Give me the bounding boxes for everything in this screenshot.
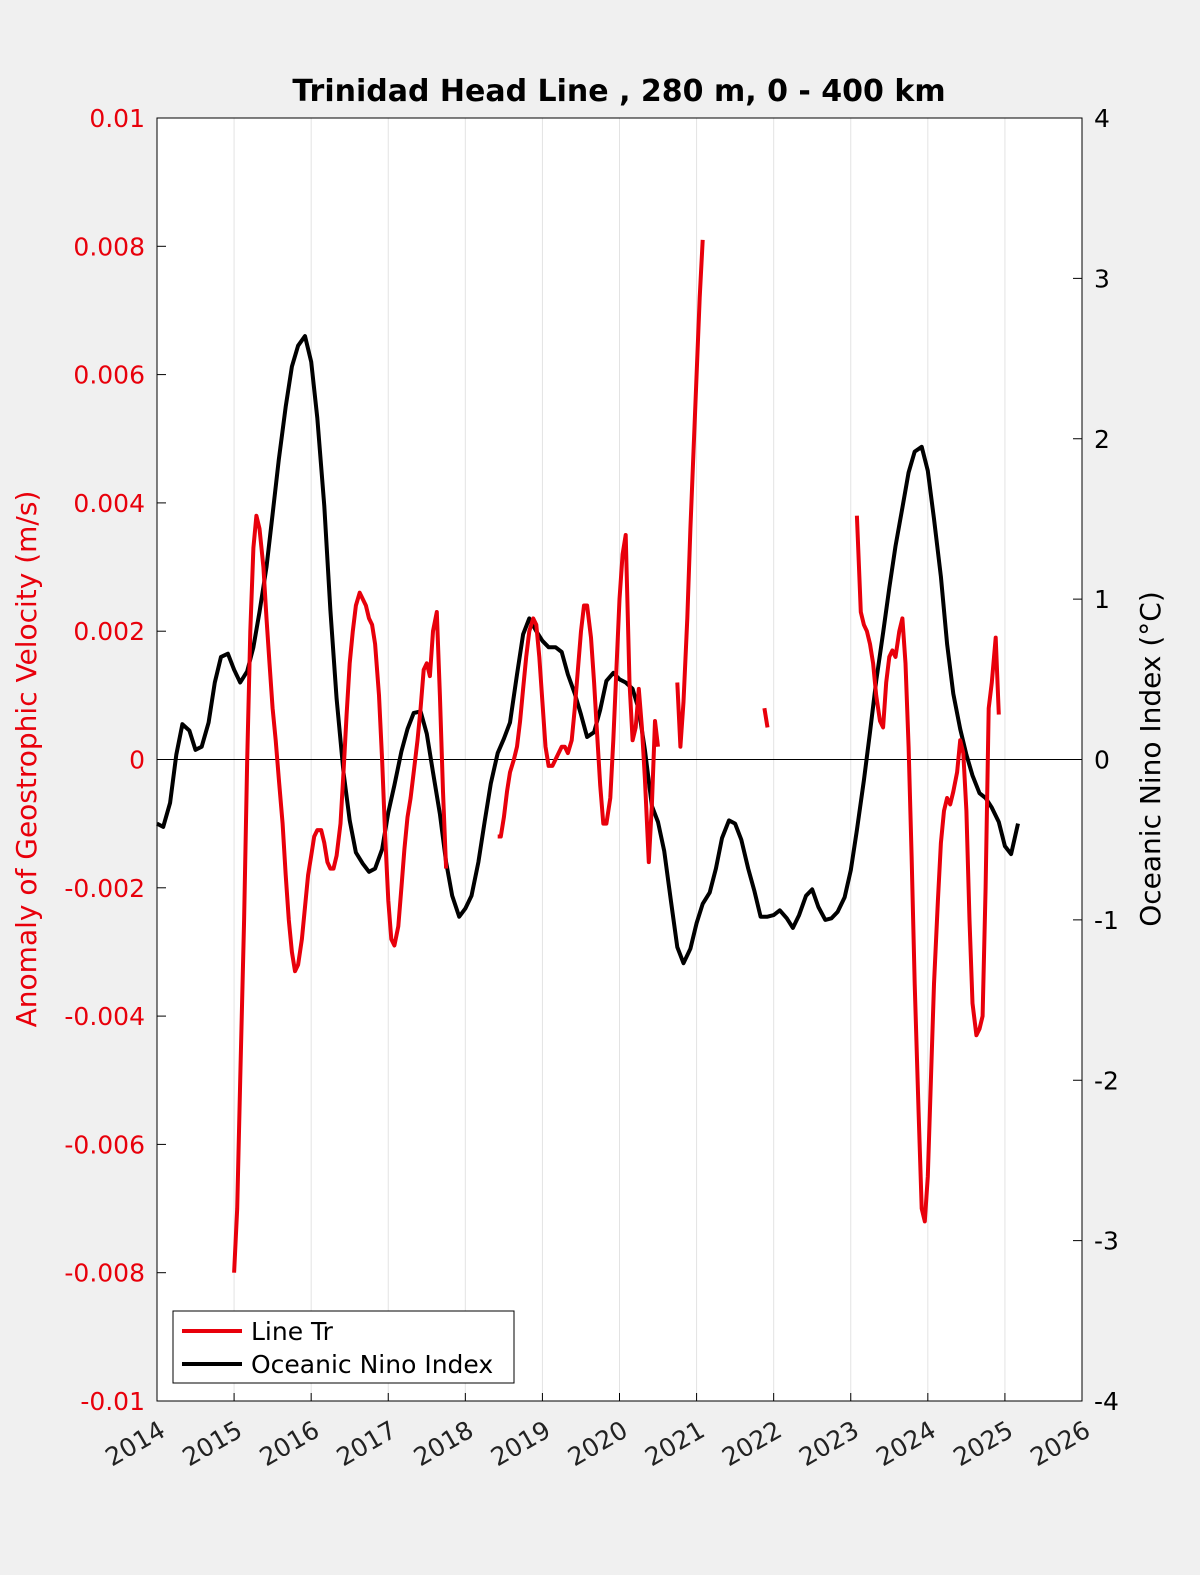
series-line-line-tr [854,515,1001,1224]
x-tick-label: 2017 [332,1415,402,1472]
x-axis: 2014 2015 2016 2017 2018 2019 2020 2021 2022 2023… [100,1393,1095,1472]
y-left-tick-label: -0.002 [64,874,145,903]
y-right-tick-label: -2 [1094,1066,1119,1095]
x-tick-label: 2024 [871,1415,941,1472]
y-left-tick-label: 0.008 [73,232,145,261]
series-line-line-tr [497,533,660,865]
x-tick-label: 2014 [100,1415,170,1472]
y-right-tick-label: 4 [1094,104,1110,133]
y-right-tick-label: -1 [1094,906,1119,935]
y-left-tick-label: 0 [129,746,145,775]
y-left-tick-label: 0.004 [73,489,145,518]
y-left-tick-label: 0.002 [73,617,145,646]
x-tick-label: 2021 [640,1415,710,1472]
x-tick-label: 2018 [409,1415,479,1472]
y-left-tick-label: -0.004 [64,1002,145,1031]
y-left-tick-label: -0.01 [80,1387,145,1416]
y-left-tick-label: 0.006 [73,361,145,390]
y-left-tick-label: -0.006 [64,1130,145,1159]
right-axis: 4 3 2 1 0 -1 -2 -3 -4 [1073,104,1119,1416]
legend-label-line-tr: Line Tr [251,1317,334,1346]
x-tick-label: 2022 [717,1415,787,1472]
y-axis-right-label: Oceanic Nino Index (°C) [1134,591,1167,927]
y-axis-left-label: Anomaly of Geostrophic Velocity (m/s) [10,491,43,1028]
legend-box [172,1310,515,1384]
y-right-tick-label: 0 [1094,746,1110,775]
series-line-line-tr [675,239,705,749]
legend-label-oni: Oceanic Nino Index [251,1350,493,1379]
x-tick-label: 2020 [563,1415,633,1472]
x-tick-label: 2019 [486,1415,556,1472]
y-right-tick-label: 1 [1094,585,1110,614]
left-axis: 0.01 0.008 0.006 0.004 0.002 0 -0.002 -0.004 -0.… [64,104,166,1416]
series-line-line-tr [232,513,449,1273]
series-line-line-tr [762,707,770,728]
y-right-tick-label: 3 [1094,264,1110,293]
chart-title: Trinidad Head Line , 280 m, 0 - 400 km [292,74,945,109]
y-left-tick-label: -0.008 [64,1259,145,1288]
y-right-tick-label: -4 [1094,1387,1119,1416]
x-tick-label: 2026 [1025,1415,1095,1472]
x-tick-label: 2015 [177,1415,247,1472]
x-tick-label: 2025 [948,1415,1018,1472]
series-line-oceanic-nino-index [156,334,1020,966]
y-left-tick-label: 0.01 [89,104,145,133]
y-right-tick-label: 2 [1094,425,1110,454]
x-tick-label: 2023 [794,1415,864,1472]
series-layer [156,239,1020,1273]
y-right-tick-label: -3 [1094,1227,1119,1256]
legend: Line Tr Oceanic Nino Index [172,1310,515,1384]
x-tick-label: 2016 [255,1415,325,1472]
